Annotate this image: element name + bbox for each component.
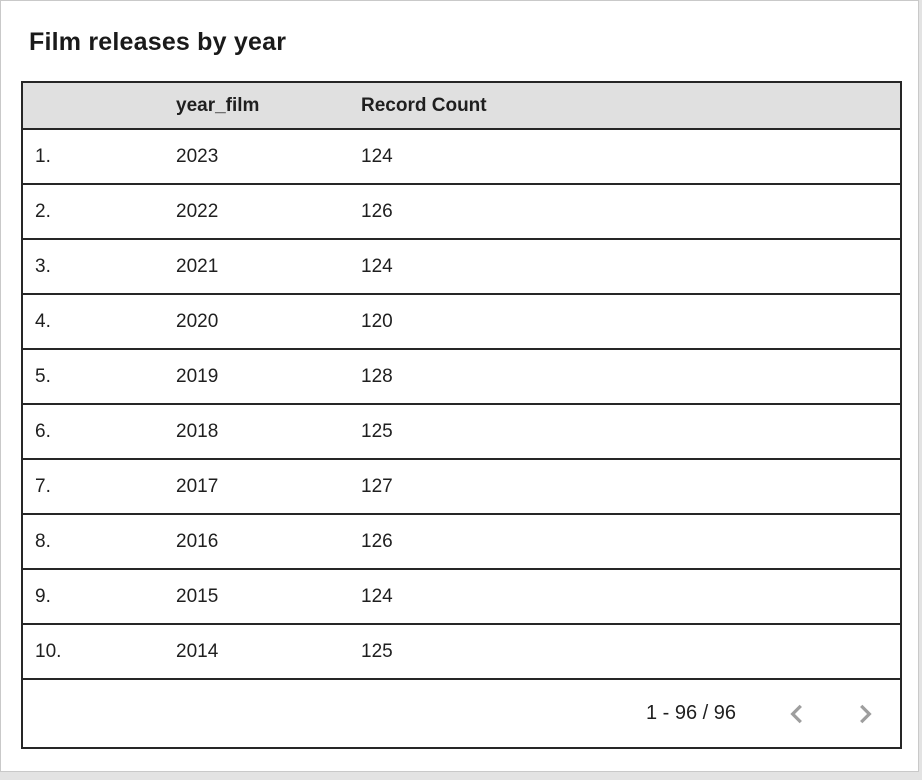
cell-row-number: 2. (35, 200, 51, 222)
cell-row-number: 1. (35, 145, 51, 167)
cell-row-number: 4. (35, 310, 51, 332)
cell-row-number: 6. (35, 420, 51, 442)
prev-page-button[interactable] (784, 701, 810, 727)
cell-year-film: 2019 (176, 365, 219, 387)
cell-record-count: 124 (361, 255, 393, 277)
table-row: 1. 2023 124 (23, 130, 900, 185)
cell-record-count: 120 (361, 310, 393, 332)
table-row: 2. 2022 126 (23, 185, 900, 240)
table-row: 9. 2015 124 (23, 570, 900, 625)
cell-row-number: 5. (35, 365, 51, 387)
cell-record-count: 126 (361, 530, 393, 552)
cell-year-film: 2022 (176, 200, 219, 222)
cell-row-number: 7. (35, 475, 51, 497)
cell-record-count: 126 (361, 200, 393, 222)
cell-year-film: 2016 (176, 530, 219, 552)
cell-record-count: 124 (361, 585, 393, 607)
table-row: 5. 2019 128 (23, 350, 900, 405)
data-table: year_film Record Count 1. 2023 124 2. 20… (21, 81, 902, 749)
cell-year-film: 2020 (176, 310, 219, 332)
cell-row-number: 8. (35, 530, 51, 552)
table-row: 4. 2020 120 (23, 295, 900, 350)
table-row: 8. 2016 126 (23, 515, 900, 570)
cell-year-film: 2021 (176, 255, 219, 277)
table-row: 3. 2021 124 (23, 240, 900, 295)
cell-record-count: 124 (361, 145, 393, 167)
cell-year-film: 2017 (176, 475, 219, 497)
cell-year-film: 2014 (176, 640, 219, 662)
chevron-right-icon (852, 701, 878, 727)
table-row: 7. 2017 127 (23, 460, 900, 515)
header-cell-year-film[interactable]: year_film (176, 94, 260, 116)
cell-record-count: 125 (361, 640, 393, 662)
cell-record-count: 125 (361, 420, 393, 442)
cell-record-count: 127 (361, 475, 393, 497)
page-title: Film releases by year (29, 28, 287, 56)
next-page-button[interactable] (852, 701, 878, 727)
cell-row-number: 9. (35, 585, 51, 607)
pagination-range: 1 - 96 / 96 (645, 702, 736, 724)
table-row: 6. 2018 125 (23, 405, 900, 460)
table-footer: 1 - 96 / 96 (23, 680, 900, 747)
cell-year-film: 2018 (176, 420, 219, 442)
cell-record-count: 128 (361, 365, 393, 387)
table-body: 1. 2023 124 2. 2022 126 3. 2021 124 4. 2… (23, 130, 900, 680)
header-cell-record-count[interactable]: Record Count (361, 94, 487, 116)
cell-year-film: 2023 (176, 145, 219, 167)
cell-row-number: 3. (35, 255, 51, 277)
cell-year-film: 2015 (176, 585, 219, 607)
chevron-left-icon (784, 701, 810, 727)
cell-row-number: 10. (35, 640, 62, 662)
table-row: 10. 2014 125 (23, 625, 900, 680)
table-header-row: year_film Record Count (23, 83, 900, 130)
